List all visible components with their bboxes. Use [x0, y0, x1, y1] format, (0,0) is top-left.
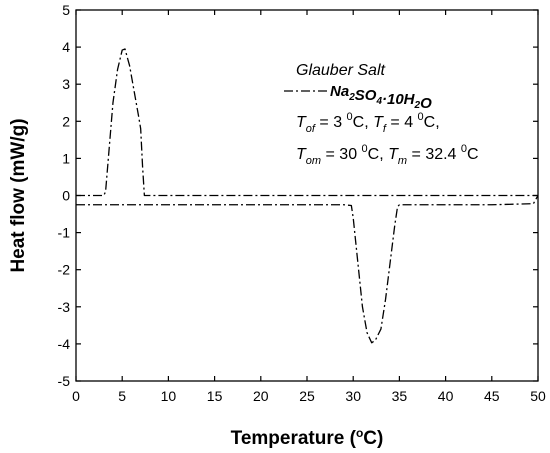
y-tick-label: 3: [62, 76, 70, 92]
x-tick-label: 45: [484, 388, 500, 404]
x-axis-title: Temperature (oC): [231, 426, 384, 449]
x-tick-label: 50: [530, 388, 546, 404]
x-tick-label: 20: [253, 388, 269, 404]
x-tick-label: 10: [161, 388, 177, 404]
x-tick-label: 5: [118, 388, 126, 404]
legend-series-label: Na2SO4·10H2O: [330, 83, 432, 112]
series-line-freezing: [76, 48, 538, 197]
y-tick-label: 0: [62, 188, 70, 204]
axes-layer: [75, 9, 539, 382]
y-tick-label: 4: [62, 39, 70, 55]
x-tick-label: 0: [72, 388, 80, 404]
y-tick-label: -2: [58, 262, 71, 278]
legend-title: Glauber Salt: [296, 62, 385, 79]
y-tick-label: 1: [62, 150, 70, 166]
y-tick-label: -3: [58, 299, 71, 315]
y-tick-label: 5: [62, 2, 70, 18]
series-line-melting: [76, 195, 539, 344]
labels-layer: 0 5 10 15 20 25 30 35 40 45 50-5-4-3-2-1012345Temp…: [8, 2, 546, 449]
x-tick-label: 15: [207, 388, 223, 404]
x-tick-label: 25: [299, 388, 315, 404]
x-tick-label: 40: [438, 388, 454, 404]
annotation-line-2: Tom = 30 0C, Tm = 32.4 0C: [296, 143, 479, 167]
y-tick-label: -4: [58, 336, 71, 352]
plot-layer: [76, 48, 539, 344]
y-tick-label: -5: [58, 373, 71, 389]
y-axis-title: Heat flow (mW/g): [8, 118, 29, 272]
y-tick-label: 2: [62, 113, 70, 129]
x-tick-label: 30: [345, 388, 361, 404]
y-tick-label: -1: [58, 225, 71, 241]
annotation-line-1: Tof = 3 0C, Tf = 4 0C,: [296, 111, 440, 135]
x-tick-label: 35: [392, 388, 408, 404]
